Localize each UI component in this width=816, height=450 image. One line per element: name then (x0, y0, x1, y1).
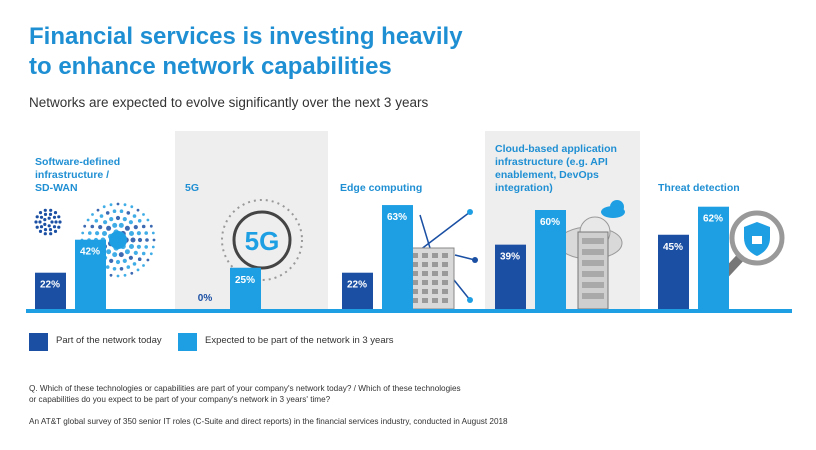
legend-label-today: Part of the network today (56, 335, 162, 346)
data-label: 0% (198, 293, 213, 304)
bar-chart: 5G 22% 0% 22% 39% 45% 42% 25% 63% 60% 62% Softwar… (26, 131, 792, 313)
bar-series1 (382, 205, 413, 309)
category-label: infrastructure (e.g. API (495, 156, 608, 168)
legend-swatch-future (178, 333, 197, 351)
legend-swatch-today (29, 333, 48, 351)
data-label: 25% (235, 275, 255, 286)
data-label: 45% (663, 242, 683, 253)
footnote-source: An AT&T global survey of 350 senior IT r… (29, 417, 508, 426)
footnote-question-line-2: or capabilities do you expect to be part… (29, 395, 331, 404)
bar-series0 (495, 244, 526, 309)
category-label: Threat detection (658, 182, 740, 194)
category-label: infrastructure / (35, 169, 109, 181)
bar-series1 (535, 210, 566, 309)
data-label: 39% (500, 252, 520, 263)
category-icons: 5G (34, 199, 785, 310)
bar-series1 (698, 206, 729, 309)
category-label: SD-WAN (35, 182, 78, 194)
page-subtitle: Networks are expected to evolve signific… (29, 95, 429, 110)
data-label: 22% (40, 280, 60, 291)
bars: 22% 0% 22% 39% 45% 42% 25% 63% 60% 62% (35, 205, 729, 309)
5g-icon: 5G (221, 199, 303, 281)
5g-icon-text: 5G (245, 226, 280, 256)
data-label: 60% (540, 217, 560, 228)
data-label: 63% (387, 212, 407, 223)
category-label: Edge computing (340, 182, 422, 194)
category-label: Software-defined (35, 156, 120, 168)
bar-series0 (658, 234, 689, 309)
legend-label-future: Expected to be part of the network in 3 … (205, 335, 394, 346)
category-label: integration) (495, 182, 553, 194)
data-label: 62% (703, 214, 723, 225)
footnote-question-line-1: Q. Which of these technologies or capabi… (29, 384, 461, 393)
data-label: 22% (347, 280, 367, 291)
category-label: Cloud-based application (495, 143, 617, 155)
page-title: Financial services is investing heavily … (29, 22, 589, 82)
title-line-2: to enhance network capabilities (29, 53, 392, 80)
bar-series0 (35, 272, 66, 309)
small-dot-globe-icon (34, 208, 62, 236)
bar-series0 (342, 272, 373, 309)
title-line-1: Financial services is investing heavily (29, 23, 463, 50)
bar-series1 (230, 267, 261, 309)
bar-series1 (75, 239, 106, 309)
category-label: enablement, DevOps (495, 169, 599, 181)
data-label: 42% (80, 247, 100, 258)
footnote-question: Q. Which of these technologies or capabi… (29, 383, 461, 405)
category-label: 5G (185, 182, 199, 194)
edge-building-icon (407, 209, 478, 310)
